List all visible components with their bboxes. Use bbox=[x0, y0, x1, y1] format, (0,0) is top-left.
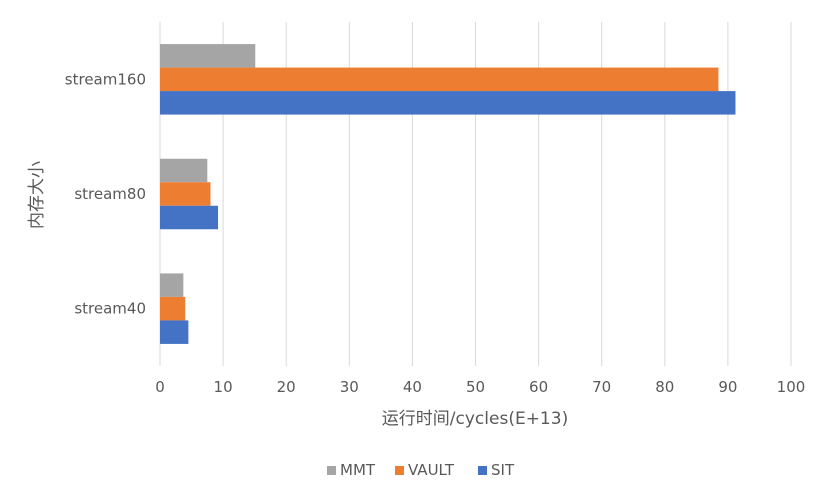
x-tick-label: 70 bbox=[592, 378, 611, 396]
legend-label: MMT bbox=[340, 461, 376, 479]
x-tick-label: 30 bbox=[340, 378, 359, 396]
x-tick-label: 40 bbox=[403, 378, 422, 396]
legend: MMT VAULT SIT bbox=[327, 461, 515, 479]
legend-item-mmt: MMT bbox=[327, 461, 376, 479]
x-tick-label: 80 bbox=[655, 378, 674, 396]
x-tick-label: 10 bbox=[214, 378, 233, 396]
bar-mmt-stream80 bbox=[160, 158, 208, 183]
x-tick-label: 100 bbox=[777, 378, 806, 396]
legend-label: SIT bbox=[491, 461, 515, 479]
bar-mmt-stream40 bbox=[160, 273, 184, 297]
legend-item-vault: VAULT bbox=[395, 461, 455, 479]
x-tick-label: 20 bbox=[277, 378, 296, 396]
x-tick-label: 60 bbox=[529, 378, 548, 396]
bar-mmt-stream160 bbox=[160, 44, 256, 68]
legend-item-sit: SIT bbox=[478, 461, 515, 479]
y-tick-label: stream40 bbox=[74, 300, 146, 318]
legend-label: VAULT bbox=[408, 461, 455, 479]
y-axis-title: 内存大小 bbox=[27, 161, 47, 229]
bar-sit-stream160 bbox=[160, 91, 736, 115]
bar-vault-stream80 bbox=[160, 182, 211, 206]
x-tick-label: 0 bbox=[155, 378, 165, 396]
x-tick-labels: 0 10 20 30 40 50 60 70 80 90 100 bbox=[155, 378, 805, 396]
x-axis-title: 运行时间/cycles(E+13) bbox=[382, 409, 568, 429]
y-tick-label: stream160 bbox=[65, 70, 146, 88]
bars bbox=[160, 44, 736, 344]
y-tick-labels: stream40 stream80 stream160 bbox=[65, 70, 146, 317]
x-tick-label: 50 bbox=[466, 378, 485, 396]
legend-swatch bbox=[327, 466, 336, 475]
bar-vault-stream40 bbox=[160, 296, 186, 321]
y-tick-label: stream80 bbox=[74, 185, 146, 203]
bar-sit-stream80 bbox=[160, 205, 219, 230]
legend-swatch bbox=[478, 466, 487, 475]
bar-sit-stream40 bbox=[160, 320, 189, 344]
x-tick-label: 90 bbox=[718, 378, 737, 396]
bar-vault-stream160 bbox=[160, 67, 719, 92]
legend-swatch bbox=[395, 466, 404, 475]
